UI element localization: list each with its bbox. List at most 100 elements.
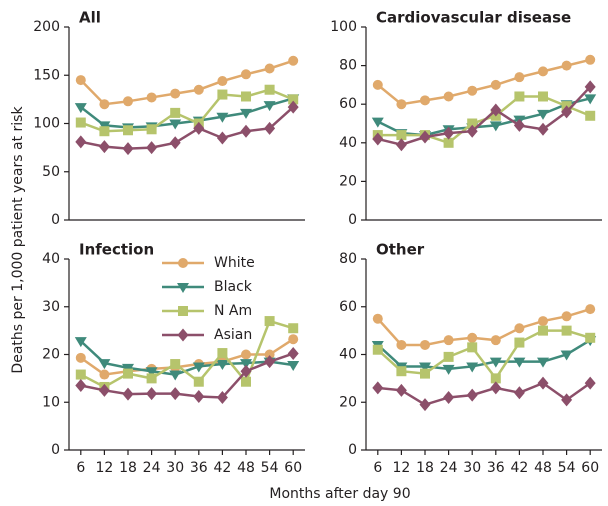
marker xyxy=(419,398,431,412)
marker xyxy=(561,393,573,407)
marker xyxy=(467,118,478,129)
marker xyxy=(146,141,158,155)
y-axis-label: Deaths per 1,000 patient years at risk xyxy=(10,106,26,374)
marker xyxy=(99,126,110,137)
marker xyxy=(123,125,133,136)
marker xyxy=(75,75,86,86)
marker xyxy=(240,124,252,138)
marker xyxy=(561,325,572,336)
y-tick-label: 20 xyxy=(339,394,357,410)
y-tick-label: 20 xyxy=(339,173,357,189)
marker xyxy=(146,92,157,103)
marker xyxy=(514,337,525,348)
legend-label: Black xyxy=(214,279,253,295)
marker xyxy=(177,283,189,293)
legend-label: N Am xyxy=(214,303,252,319)
marker xyxy=(264,63,275,74)
marker xyxy=(585,332,596,343)
marker xyxy=(241,91,251,102)
marker xyxy=(513,386,525,400)
marker xyxy=(420,95,430,106)
marker xyxy=(264,355,276,369)
marker xyxy=(584,80,596,94)
x-tick-label: 48 xyxy=(237,460,255,476)
x-tick-label: 48 xyxy=(534,460,552,476)
marker xyxy=(537,376,549,390)
marker xyxy=(193,121,205,135)
marker xyxy=(372,79,383,90)
marker xyxy=(75,352,86,363)
marker xyxy=(514,91,525,102)
x-tick-label: 18 xyxy=(119,460,137,476)
x-tick-label: 36 xyxy=(190,460,208,476)
x-tick-label: 12 xyxy=(95,460,113,476)
marker xyxy=(145,367,158,378)
marker xyxy=(98,383,110,397)
marker xyxy=(538,316,548,327)
marker xyxy=(538,66,548,77)
marker xyxy=(178,306,188,316)
y-tick-label: 0 xyxy=(51,442,60,458)
x-tick-label: 12 xyxy=(392,460,410,476)
y-tick-label: 150 xyxy=(33,67,60,83)
marker xyxy=(419,362,431,373)
marker xyxy=(146,373,157,384)
marker xyxy=(561,60,572,71)
marker xyxy=(443,351,454,362)
marker xyxy=(514,72,525,83)
marker xyxy=(443,91,454,102)
y-tick-label: 0 xyxy=(51,212,60,228)
marker xyxy=(264,316,275,327)
y-tick-label: 40 xyxy=(339,135,357,151)
marker xyxy=(490,373,501,384)
marker xyxy=(193,84,204,95)
marker xyxy=(288,334,299,345)
y-tick-label: 0 xyxy=(348,212,357,228)
x-tick-label: 30 xyxy=(463,460,481,476)
marker xyxy=(372,344,383,355)
marker xyxy=(490,79,501,90)
marker xyxy=(467,85,478,96)
y-tick-label: 100 xyxy=(330,19,357,35)
marker xyxy=(241,349,251,360)
marker xyxy=(122,387,134,401)
marker xyxy=(75,135,87,149)
marker xyxy=(396,366,407,377)
marker xyxy=(146,387,158,401)
marker xyxy=(216,112,229,123)
legend-label: Asian xyxy=(214,327,252,343)
marker xyxy=(287,100,299,114)
series-line xyxy=(80,319,294,389)
x-tick-label: 30 xyxy=(166,460,184,476)
y-tick-label: 200 xyxy=(33,19,60,35)
marker xyxy=(443,126,455,140)
x-tick-label: 60 xyxy=(581,460,599,476)
y-tick-label: 100 xyxy=(33,116,60,132)
series-line xyxy=(376,329,591,381)
marker xyxy=(192,362,205,373)
marker xyxy=(489,121,502,132)
x-tick-label: 24 xyxy=(440,460,458,476)
series-line xyxy=(79,340,294,376)
marker xyxy=(240,364,252,378)
marker xyxy=(287,361,300,372)
y-tick-label: 10 xyxy=(42,394,60,410)
marker xyxy=(170,107,181,118)
marker xyxy=(395,383,407,397)
marker xyxy=(99,99,110,110)
panel-title: Infection xyxy=(79,241,154,259)
marker xyxy=(443,335,454,346)
y-tick-label: 40 xyxy=(42,251,60,267)
marker xyxy=(561,105,573,119)
marker xyxy=(75,379,87,393)
marker xyxy=(74,103,87,114)
marker xyxy=(561,311,572,322)
marker xyxy=(396,99,407,110)
marker xyxy=(585,54,596,65)
x-tick-label: 18 xyxy=(416,460,434,476)
marker xyxy=(169,136,181,150)
series-line xyxy=(80,106,295,150)
marker xyxy=(216,131,228,145)
